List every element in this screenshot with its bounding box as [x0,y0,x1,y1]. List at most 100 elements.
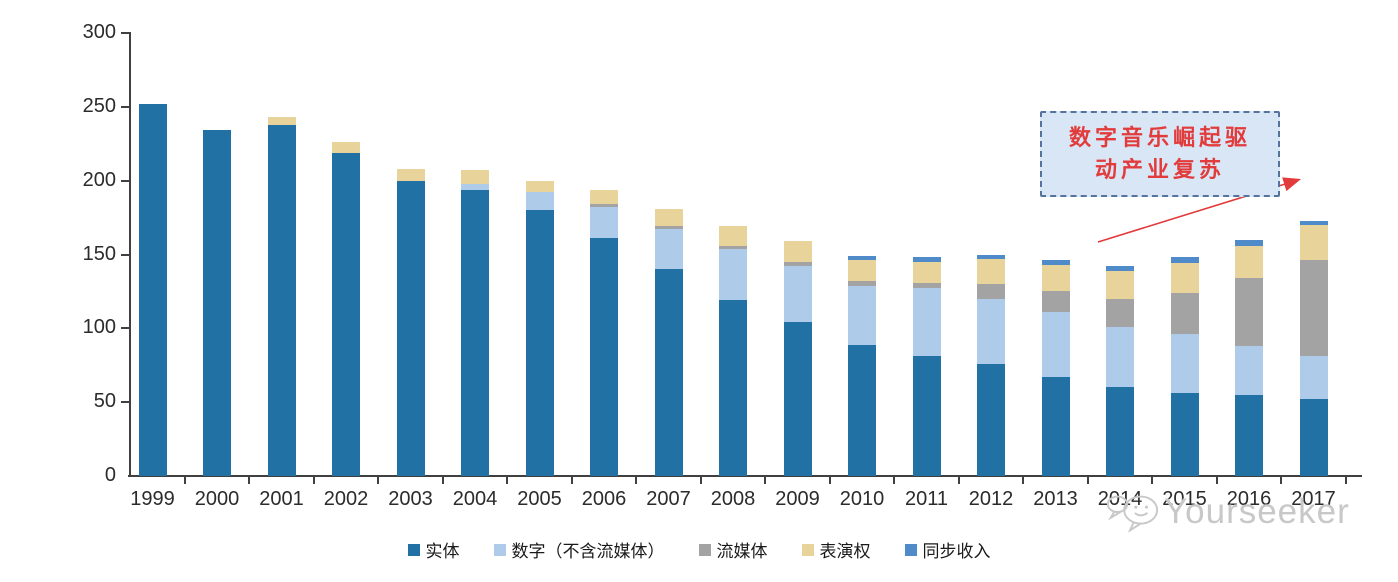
bar-segment [1170,263,1199,293]
bar-segment [783,266,812,323]
legend-swatch [698,543,711,556]
x-tick-label: 2007 [646,488,691,510]
bar-segment [267,117,296,125]
watermark: Yourseeker [1104,490,1350,534]
y-tick-label: 150 [82,242,116,265]
y-tick-label: 300 [82,21,116,43]
bar-segment [654,229,683,270]
x-tick-mark [441,477,444,484]
bar-segment [912,288,941,357]
x-tick-mark [1086,477,1089,484]
y-tick-mark [121,401,130,404]
bar-segment [848,260,876,282]
watermark-text: Yourseeker [1164,492,1350,531]
bar-segment [1235,245,1263,279]
bar-segment [1299,220,1328,225]
bar-segment [1041,260,1070,265]
bar-segment [1170,292,1199,335]
y-tick-label: 100 [82,316,116,339]
y-tick-label: 50 [93,390,116,413]
bar-segment [1235,394,1263,476]
bar-segment [525,180,554,193]
x-tick-label: 2016 [1226,488,1272,510]
bar-segment [719,248,747,301]
x-tick-mark [377,477,380,484]
bar-segment [654,226,683,230]
x-tick-label: 2001 [259,488,304,510]
legend-swatch [407,543,420,556]
x-tick-mark [635,477,638,484]
bar-segment [1235,278,1263,347]
legend-swatch [801,543,814,556]
bar-segment [1041,312,1070,378]
bar-segment [977,284,1005,299]
bar-segment [912,282,941,289]
legend-swatch [904,543,917,556]
x-tick-label: 2017 [1291,488,1336,510]
x-tick-label: 2011 [904,488,948,510]
bar-segment [1041,291,1070,313]
y-tick-mark [121,32,130,34]
bar-segment [912,356,941,476]
x-tick-mark [764,477,767,484]
y-tick-mark [121,253,130,256]
legend-label: 同步收入 [922,542,991,561]
bar-segment [1041,264,1070,292]
x-tick-mark [570,477,573,484]
bar-segment [1235,346,1263,395]
bar-segment [590,189,618,205]
legend-label: 实体 [425,542,460,561]
bar-segment [912,257,941,262]
bar-segment [203,130,231,476]
bar-segment [783,322,812,476]
y-tick-label: 200 [82,168,116,191]
bar-segment [977,298,1005,364]
x-axis-line [128,475,1362,477]
annotation-text-line1: 数字音乐崛起驱 [1068,125,1251,151]
bar-segment [977,363,1005,476]
bar-segment [1170,257,1199,264]
x-tick-mark [957,477,960,484]
y-tick-mark [121,105,130,108]
bar-segment [719,245,747,249]
bar-segment [590,204,618,208]
bar-segment [1299,260,1328,357]
bar-segment [1170,393,1199,476]
bar-segment [1170,334,1199,394]
x-tick-label: 2008 [710,488,756,510]
bar-segment [396,180,425,476]
x-tick-label: 2006 [581,488,627,510]
legend-item: 实体 [407,537,460,562]
y-axis-line [129,32,131,477]
x-tick-label: 2004 [452,488,498,510]
annotation-text-line2: 动产业复苏 [1094,157,1225,182]
x-tick-label: 2013 [1033,488,1078,510]
x-tick-label: 2000 [194,488,240,510]
x-tick-label: 2015 [1162,488,1207,510]
bar-segment [267,124,296,476]
x-tick-label: 2005 [517,488,562,510]
y-tick-mark [121,327,130,330]
x-tick-mark [506,477,509,484]
x-tick-mark [1151,477,1154,484]
bar-segment [1106,266,1134,271]
legend-item: 数字（不含流媒体） [493,537,665,562]
x-tick-mark [1344,477,1347,484]
legend-item: 流媒体 [698,537,768,562]
bar-segment [719,226,747,246]
legend-label: 流媒体 [716,542,768,561]
bar-segment [783,241,812,262]
bar-segment [1041,377,1070,476]
y-tick-mark [121,179,130,182]
bar-segment [912,261,941,283]
x-tick-label: 2014 [1097,488,1143,510]
x-tick-label: 2003 [388,488,433,510]
y-tick-label: 0 [104,464,116,486]
x-tick-mark [699,477,702,484]
x-tick-mark [828,477,831,484]
bar-segment [654,208,683,227]
annotation-callout: 数字音乐崛起驱 动产业复苏 [1040,111,1280,197]
bar-segment [1106,298,1134,327]
bar-segment [590,207,618,239]
